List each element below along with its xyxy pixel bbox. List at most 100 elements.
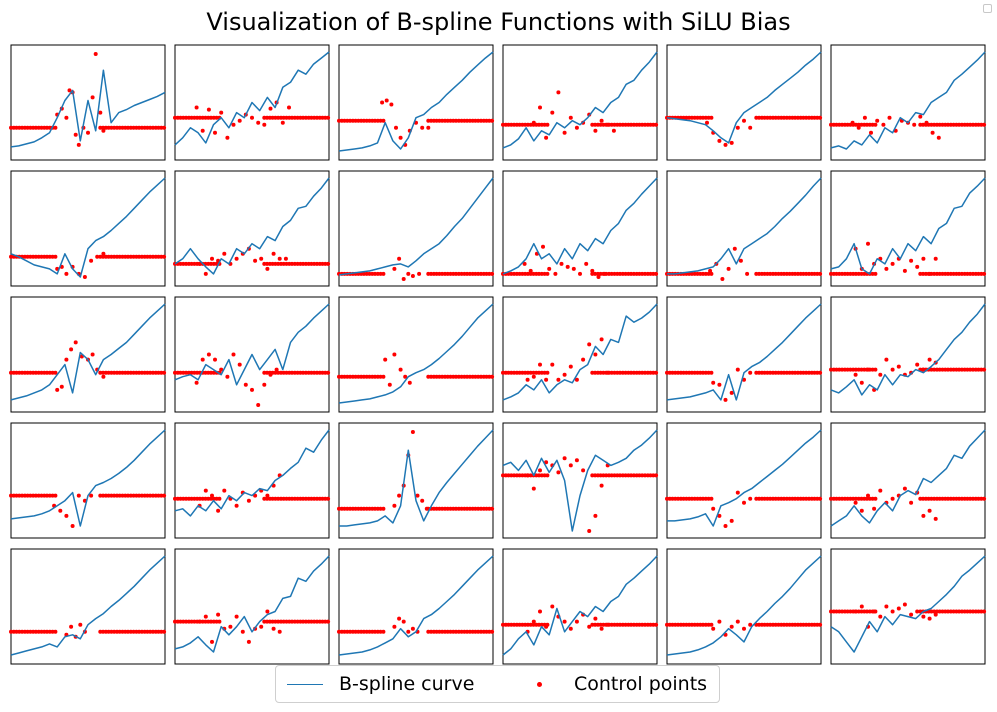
control-point bbox=[631, 271, 636, 276]
control-point bbox=[631, 622, 636, 627]
control-point bbox=[373, 271, 377, 276]
control-point bbox=[812, 496, 817, 501]
control-point bbox=[732, 246, 737, 251]
bspline-curve bbox=[830, 555, 986, 653]
control-point bbox=[273, 370, 278, 375]
control-point bbox=[64, 513, 69, 518]
control-point bbox=[106, 629, 111, 634]
control-point bbox=[593, 271, 598, 276]
control-point bbox=[323, 370, 328, 375]
control-point bbox=[429, 629, 434, 634]
control-point bbox=[281, 370, 286, 375]
control-point bbox=[159, 370, 164, 375]
bspline-curve bbox=[667, 429, 822, 527]
control-point bbox=[909, 612, 914, 617]
control-point bbox=[729, 140, 734, 145]
control-point bbox=[467, 506, 472, 511]
control-point bbox=[323, 115, 328, 120]
control-point bbox=[364, 271, 369, 276]
control-point bbox=[45, 254, 49, 259]
control-point bbox=[440, 506, 445, 511]
control-point bbox=[484, 629, 489, 634]
control-point bbox=[921, 496, 926, 501]
control-point bbox=[620, 122, 625, 127]
control-point bbox=[618, 122, 622, 127]
control-point bbox=[918, 114, 923, 119]
control-point bbox=[410, 626, 415, 631]
control-point bbox=[467, 271, 472, 276]
control-point bbox=[837, 496, 842, 501]
control-point bbox=[342, 374, 347, 379]
control-point bbox=[151, 493, 155, 498]
control-point bbox=[271, 626, 276, 631]
control-point bbox=[754, 115, 759, 120]
legend-points-marker bbox=[537, 682, 542, 687]
control-point bbox=[762, 496, 767, 501]
control-point bbox=[231, 122, 236, 127]
control-point bbox=[866, 241, 870, 246]
control-point bbox=[542, 370, 547, 375]
control-point bbox=[859, 508, 864, 513]
control-point bbox=[361, 506, 366, 511]
control-point bbox=[467, 374, 472, 379]
control-point bbox=[768, 271, 773, 276]
control-point bbox=[459, 506, 464, 511]
control-point bbox=[528, 271, 533, 276]
subplot-frame bbox=[338, 296, 494, 413]
control-point bbox=[295, 496, 300, 501]
control-point bbox=[234, 503, 239, 508]
control-point bbox=[681, 115, 686, 120]
control-point bbox=[865, 496, 869, 501]
control-point bbox=[601, 473, 606, 478]
control-point bbox=[14, 629, 19, 634]
control-point bbox=[277, 629, 282, 634]
control-point bbox=[593, 128, 598, 133]
control-point bbox=[812, 115, 817, 120]
control-point bbox=[528, 622, 533, 627]
control-point bbox=[599, 118, 604, 123]
control-point bbox=[265, 609, 270, 614]
control-point bbox=[951, 271, 956, 276]
control-point bbox=[717, 382, 722, 387]
control-point bbox=[415, 493, 420, 498]
control-point bbox=[598, 370, 603, 375]
bspline-curve bbox=[502, 51, 658, 149]
control-point bbox=[765, 271, 770, 276]
control-point bbox=[101, 374, 106, 379]
control-point bbox=[98, 125, 103, 130]
control-point bbox=[709, 370, 714, 375]
control-point bbox=[801, 496, 806, 501]
control-point bbox=[601, 622, 606, 627]
control-point bbox=[531, 486, 536, 491]
control-point bbox=[768, 622, 773, 627]
control-point bbox=[618, 370, 622, 375]
control-point bbox=[705, 120, 709, 125]
control-point bbox=[590, 473, 595, 478]
control-point bbox=[957, 271, 962, 276]
control-point bbox=[538, 609, 542, 614]
control-point bbox=[192, 496, 197, 501]
control-point bbox=[745, 271, 750, 276]
control-point bbox=[670, 370, 675, 375]
control-point bbox=[303, 370, 308, 375]
control-point bbox=[490, 629, 495, 634]
control-point bbox=[528, 473, 533, 478]
control-point bbox=[520, 473, 525, 478]
control-point bbox=[364, 118, 369, 123]
control-point bbox=[361, 118, 366, 123]
control-point bbox=[101, 251, 106, 256]
control-point bbox=[856, 367, 861, 372]
control-point bbox=[101, 125, 106, 130]
control-point bbox=[501, 622, 505, 627]
control-point bbox=[256, 403, 261, 407]
control-point bbox=[848, 367, 853, 372]
control-point bbox=[203, 488, 208, 493]
subplot-9 bbox=[337, 170, 495, 287]
control-point bbox=[629, 370, 634, 375]
subplot-12 bbox=[829, 170, 987, 287]
control-point bbox=[748, 370, 753, 375]
control-point bbox=[940, 122, 945, 127]
control-point bbox=[915, 264, 920, 269]
control-point bbox=[203, 614, 208, 619]
control-point bbox=[237, 362, 242, 367]
